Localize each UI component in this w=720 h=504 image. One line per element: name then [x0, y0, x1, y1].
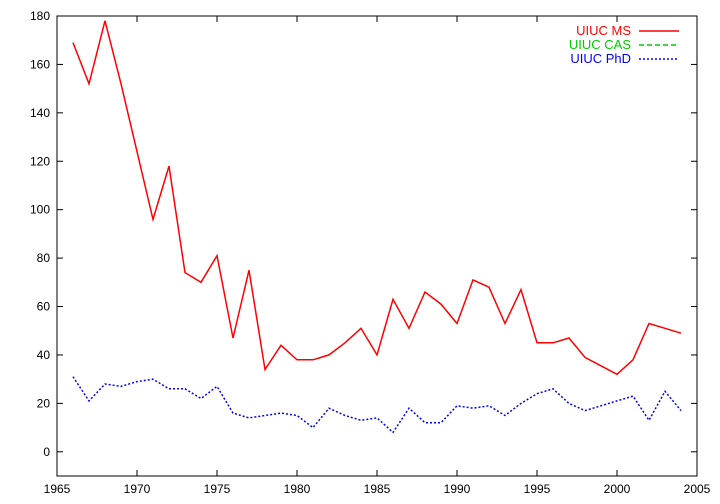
- x-tick-label: 1995: [524, 482, 551, 496]
- x-tick-label: 2000: [604, 482, 631, 496]
- plot-area: [56, 15, 698, 477]
- y-tick-label: 80: [37, 251, 51, 265]
- x-tick-label: 1965: [44, 482, 71, 496]
- y-tick-label: 20: [37, 396, 51, 410]
- x-tick-label: 1970: [124, 482, 151, 496]
- x-tick-label: 1990: [444, 482, 471, 496]
- y-tick-label: 180: [30, 9, 50, 23]
- y-tick-label: 40: [37, 348, 51, 362]
- x-tick-label: 2005: [684, 482, 711, 496]
- y-tick-label: 100: [30, 203, 50, 217]
- legend-label-uiuc-phd: UIUC PhD: [570, 51, 631, 66]
- y-tick-label: 160: [30, 57, 50, 71]
- axis-ticks: [56, 15, 698, 476]
- legend-label-uiuc-ms: UIUC MS: [576, 23, 631, 38]
- y-tick-label: 0: [43, 445, 50, 459]
- x-tick-label: 1985: [364, 482, 391, 496]
- series-lines: [72, 20, 682, 434]
- series-line-uiuc-phd: [72, 376, 682, 434]
- x-tick-label: 1980: [284, 482, 311, 496]
- y-tick-label: 140: [30, 106, 50, 120]
- legend-label-uiuc-cas: UIUC CAS: [569, 37, 631, 52]
- axis-tick-labels: 1965 1970 1975 1980 1985 1990 1995 2000 2005 0 20 4…: [30, 9, 711, 496]
- series-line-uiuc-ms: [72, 20, 682, 376]
- y-tick-label: 120: [30, 154, 50, 168]
- y-tick-label: 60: [37, 300, 51, 314]
- x-tick-label: 1975: [204, 482, 231, 496]
